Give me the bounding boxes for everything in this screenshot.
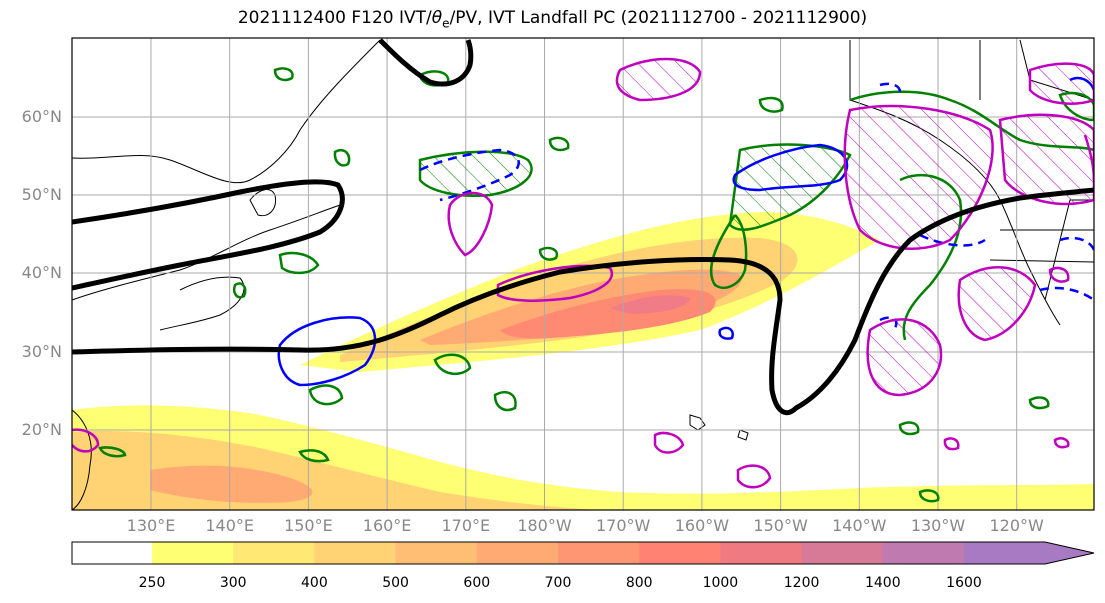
lat-label: 40°N <box>21 263 62 282</box>
lat-label: 30°N <box>21 342 62 361</box>
colorbar-box <box>314 542 397 564</box>
colorbar-boxes <box>152 542 1045 564</box>
lon-label: 120°W <box>989 516 1044 535</box>
colorbar-tick-label: 400 <box>301 575 328 591</box>
lat-label: 50°N <box>21 185 62 204</box>
colorbar-box <box>882 542 965 564</box>
colorbar-tick-label: 1600 <box>946 575 982 591</box>
colorbar-extend-arrow <box>1045 542 1094 564</box>
ivt-colorbar <box>71 541 1095 565</box>
colorbar-outline <box>71 541 1095 565</box>
pv-contour <box>72 38 1094 415</box>
colorbar-tick-label: 700 <box>544 575 572 591</box>
colorbar-box <box>558 542 640 564</box>
colorbar-tick-label: 300 <box>219 575 247 591</box>
colorbar-box <box>639 542 721 564</box>
magenta-contours <box>72 57 1094 489</box>
colorbar-tick-label: 1200 <box>783 575 820 591</box>
colorbar-tick-label: 800 <box>625 575 653 591</box>
lon-label: 160°E <box>362 516 412 535</box>
map-frame <box>71 37 1095 511</box>
colorbar-under-box <box>72 542 152 564</box>
colorbar-box <box>720 542 803 564</box>
colorbar-box <box>476 542 559 564</box>
colorbar-tick-label: 250 <box>138 575 166 591</box>
lon-label: 140°W <box>832 516 887 535</box>
colorbar-tick-label: 1000 <box>702 575 739 591</box>
colorbar-box <box>801 542 884 564</box>
lon-label: 170°W <box>596 516 651 535</box>
colorbar-box <box>964 542 1045 564</box>
lon-label: 140°E <box>205 516 255 535</box>
coastlines <box>72 39 1094 510</box>
colorbar-tick-label: 600 <box>463 575 491 591</box>
lat-label: 20°N <box>21 420 62 439</box>
figure-title: 2021112400 F120 IVT/θe/PV, IVT Landfall … <box>237 8 868 31</box>
lon-label: 160°W <box>674 516 730 535</box>
lon-label: 150°W <box>753 516 808 535</box>
colorbar-tick-label: 1400 <box>864 575 901 591</box>
colorbar-box <box>395 542 478 564</box>
lon-label: 180°W <box>517 516 572 535</box>
lon-label: 130°E <box>126 516 176 535</box>
lat-label: 60°N <box>21 107 62 126</box>
map-content <box>72 38 1094 510</box>
lon-label: 130°W <box>910 516 966 535</box>
colorbar-box <box>233 542 315 564</box>
colorbar-box <box>152 542 234 564</box>
lon-label: 170°E <box>441 516 491 535</box>
lon-label: 150°E <box>284 516 333 535</box>
colorbar-tick-label: 500 <box>382 575 409 591</box>
theta-e-contours <box>98 67 1094 503</box>
blue-contours <box>277 76 1094 387</box>
